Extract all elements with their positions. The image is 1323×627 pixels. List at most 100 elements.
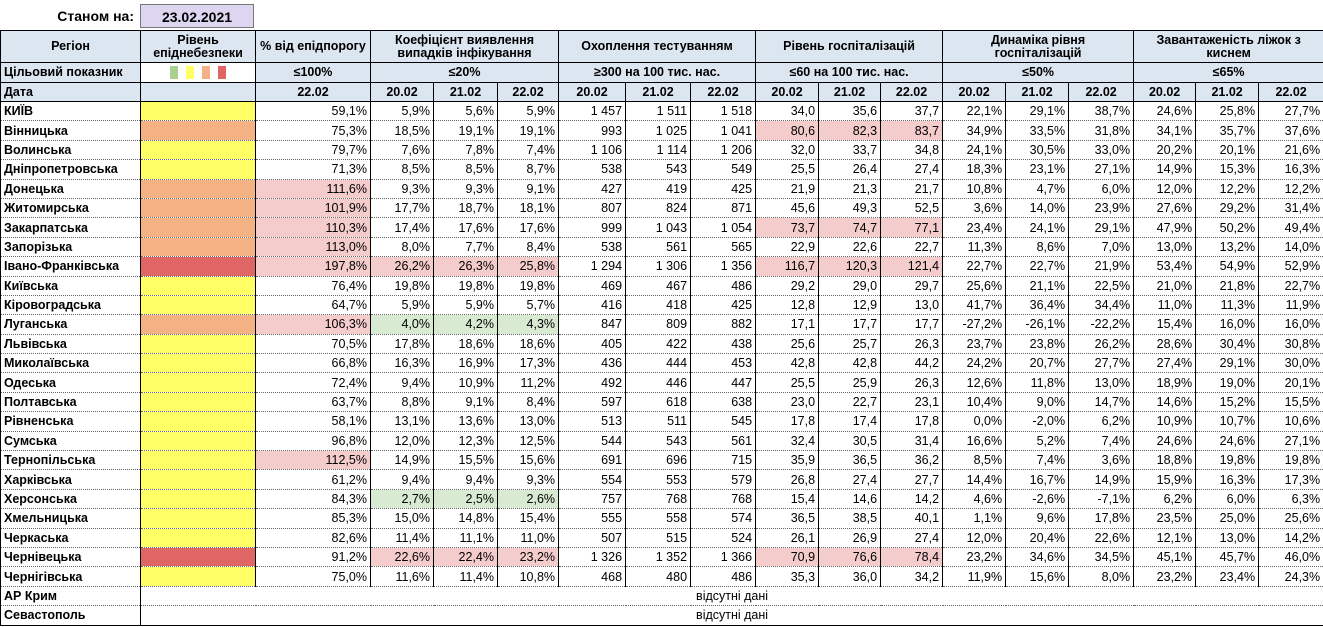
value: 847	[558, 314, 627, 335]
value: 17,4%	[370, 217, 434, 238]
no-data-note: відсутні дані	[139, 605, 1323, 626]
value: 12,8	[755, 295, 820, 316]
region: Запорізька	[0, 237, 141, 258]
region: Житомирська	[0, 198, 141, 219]
level-cell	[140, 411, 256, 432]
value: 553	[625, 469, 692, 490]
value: 555	[558, 508, 627, 529]
value: 49,4%	[1258, 217, 1323, 238]
legend-swatch	[170, 66, 178, 80]
target-label: Цільовий показник	[0, 62, 141, 83]
column-header: Динаміка рівня госпіталізацій	[942, 30, 1135, 63]
region: Черкаська	[0, 528, 141, 548]
value: 5,9%	[433, 295, 498, 316]
value: 41,7%	[942, 295, 1007, 316]
level-cell	[140, 256, 256, 277]
value: 15,6%	[1005, 566, 1070, 587]
value: 17,8	[755, 411, 820, 432]
value: 26,2%	[1068, 334, 1135, 355]
value: 14,9%	[1133, 159, 1197, 180]
value: 8,5%	[942, 450, 1007, 471]
value: 18,7%	[433, 198, 498, 219]
date: 22.02	[690, 82, 757, 102]
value: 25,5	[755, 159, 820, 180]
value: 22,6%	[370, 547, 434, 568]
region: Хмельницька	[0, 508, 141, 529]
value: 27,1%	[1068, 159, 1135, 180]
region-row: Івано-Франківська 197,8% 26,2% 26,3% 25,8% 1 …	[0, 256, 1323, 277]
value: 23,0	[755, 392, 820, 413]
value: 5,2%	[1005, 431, 1070, 452]
value: 691	[558, 450, 627, 471]
level-cell	[140, 295, 256, 316]
value: 9,6%	[1005, 508, 1070, 529]
value: 21,3	[818, 179, 882, 199]
value: 1 511	[625, 101, 692, 122]
value: 30,5	[818, 431, 882, 452]
value: 7,0%	[1068, 237, 1135, 258]
value: 469	[558, 276, 627, 296]
value: 23,2%	[1133, 566, 1197, 587]
value: 31,8%	[1068, 120, 1135, 141]
value: 16,6%	[942, 431, 1007, 452]
region-row: КИЇВ 59,1% 5,9% 5,6% 5,9% 1 457 1 511 1 518 34,0…	[0, 101, 1323, 122]
value: 15,2%	[1195, 392, 1260, 413]
value: 10,4%	[942, 392, 1007, 413]
value: 35,7%	[1195, 120, 1260, 141]
value: 8,0%	[1068, 566, 1135, 587]
region-row: Запорізька 113,0% 8,0% 7,7% 8,4% 538 561 565 22,…	[0, 237, 1323, 258]
table-body: КИЇВ 59,1% 5,9% 5,6% 5,9% 1 457 1 511 1 518 34,0…	[0, 101, 1323, 626]
value: 11,0%	[1133, 295, 1197, 316]
level-cell	[140, 489, 256, 510]
value: 34,9%	[942, 120, 1007, 141]
value: 12,9	[818, 295, 882, 316]
region: Сумська	[0, 431, 141, 452]
value: 22,4%	[433, 547, 498, 568]
value: 882	[690, 314, 757, 335]
value: 29,2%	[1195, 198, 1260, 219]
target: ≤50%	[942, 62, 1135, 83]
column-header: Охоплення тестуванням	[558, 30, 757, 63]
value: 11,3%	[942, 237, 1007, 258]
value: 405	[558, 334, 627, 355]
value: 3,6%	[942, 198, 1007, 219]
value: 24,2%	[942, 353, 1007, 374]
value: 84,3%	[255, 489, 371, 510]
value: 419	[625, 179, 692, 199]
value: 29,0	[818, 276, 882, 296]
level-cell	[140, 508, 256, 529]
value: 42,8	[755, 353, 820, 374]
value: 82,3	[818, 120, 882, 141]
value: 14,0%	[1005, 198, 1070, 219]
value: 768	[625, 489, 692, 510]
level-cell	[140, 469, 256, 490]
region-row: Одеська 72,4% 9,4% 10,9% 11,2% 492 446 447 25,5 2…	[0, 372, 1323, 393]
value: 29,1%	[1068, 217, 1135, 238]
value: 11,9%	[1258, 295, 1323, 316]
value: 453	[690, 353, 757, 374]
value: 11,1%	[433, 528, 498, 548]
date-label: Дата	[0, 82, 141, 102]
value: 14,6%	[1133, 392, 1197, 413]
value: 5,9%	[496, 101, 560, 122]
value: 14,6	[818, 489, 882, 510]
region: Львівська	[0, 334, 141, 355]
value: 12,0%	[370, 431, 434, 452]
value: 8,7%	[496, 159, 560, 180]
value: 574	[690, 508, 757, 529]
value: 113,0%	[255, 237, 371, 258]
column-header: Рівень госпіталізацій	[755, 30, 944, 63]
value: 21,9	[755, 179, 820, 199]
value: 34,0	[755, 101, 820, 122]
column-header: Завантаженість ліжок з киснем	[1133, 30, 1323, 63]
legend-swatch	[202, 66, 210, 80]
value: 34,8	[880, 140, 944, 161]
value: 28,6%	[1133, 334, 1197, 355]
value: 19,1%	[433, 120, 498, 141]
value: 16,7%	[1005, 469, 1070, 490]
as-of-date: 23.02.2021	[140, 4, 254, 28]
value: 14,8%	[433, 508, 498, 529]
value: 22,7%	[1005, 256, 1070, 277]
value: 11,4%	[433, 566, 498, 587]
level-cell	[140, 276, 256, 296]
